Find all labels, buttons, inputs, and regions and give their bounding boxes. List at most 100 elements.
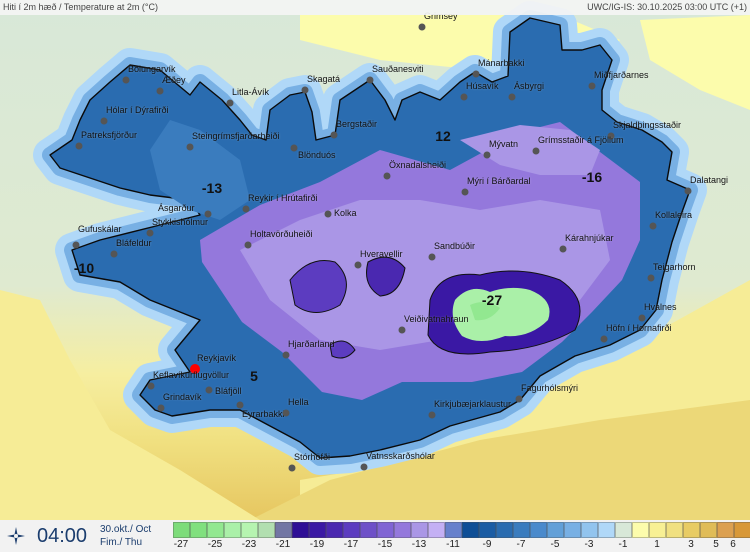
station-label: Kolka: [334, 208, 357, 218]
legend-swatch: [309, 522, 326, 538]
station-label: Fagurhólsmýri: [521, 383, 579, 393]
station-marker[interactable]: [330, 131, 338, 139]
legend-swatch: [598, 522, 615, 538]
station-marker[interactable]: [638, 314, 646, 322]
legend-label: 1: [654, 539, 660, 550]
temperature-value-label: -13: [201, 180, 223, 196]
temperature-map[interactable]: [0, 0, 750, 520]
station-marker[interactable]: [383, 172, 391, 180]
station-label: Holtavörðuheiði: [250, 229, 313, 239]
legend-swatch: [190, 522, 207, 538]
station-label: Kirkjubæjarklaustur: [434, 399, 512, 409]
station-marker[interactable]: [147, 382, 155, 390]
legend-swatch: [615, 522, 632, 538]
station-label: Grindavík: [163, 392, 202, 402]
station-marker[interactable]: [122, 76, 130, 84]
station-marker[interactable]: [100, 117, 108, 125]
station-marker[interactable]: [398, 326, 406, 334]
station-marker[interactable]: [460, 93, 468, 101]
station-marker[interactable]: [190, 364, 200, 374]
station-marker[interactable]: [649, 222, 657, 230]
station-marker[interactable]: [684, 187, 692, 195]
temperature-value-label: -27: [481, 292, 503, 308]
temperature-value-label: -10: [73, 260, 95, 276]
legend-swatch: [581, 522, 598, 538]
legend-swatch: [547, 522, 564, 538]
station-label: Hólar í Dýrafirði: [106, 105, 169, 115]
station-marker[interactable]: [282, 351, 290, 359]
station-marker[interactable]: [559, 245, 567, 253]
station-marker[interactable]: [428, 411, 436, 419]
station-marker[interactable]: [236, 401, 244, 409]
legend-swatch: [683, 522, 700, 538]
legend-label: 6: [730, 539, 736, 550]
legend-swatch: [717, 522, 734, 538]
legend-swatch: [649, 522, 666, 538]
station-marker[interactable]: [290, 144, 298, 152]
legend-swatch: [564, 522, 581, 538]
footer-bar: 04:00 30.okt./ Oct Fim./ Thu -27 -25 -23 -2…: [0, 520, 750, 552]
station-marker[interactable]: [226, 99, 234, 107]
station-marker[interactable]: [607, 132, 615, 140]
station-marker[interactable]: [146, 229, 154, 237]
station-marker[interactable]: [418, 23, 426, 31]
legend-label: -13: [411, 539, 427, 550]
station-marker[interactable]: [156, 87, 164, 95]
legend-label: -3: [584, 539, 594, 550]
forecast-date: 30.okt./ Oct Fim./ Thu: [100, 523, 151, 549]
station-label: Sauðanesviti: [372, 64, 424, 74]
station-label: Blönduós: [298, 150, 336, 160]
station-marker[interactable]: [324, 210, 332, 218]
station-marker[interactable]: [366, 76, 374, 84]
station-marker[interactable]: [588, 82, 596, 90]
station-marker[interactable]: [532, 147, 540, 155]
legend-swatch: [326, 522, 343, 538]
station-marker[interactable]: [72, 241, 80, 249]
station-marker[interactable]: [204, 210, 212, 218]
station-marker[interactable]: [508, 93, 516, 101]
station-label: Bláfjöll: [215, 386, 242, 396]
station-label: Hjarðarland: [288, 339, 335, 349]
station-label: Höfn í Hornafirði: [606, 323, 672, 333]
station-marker[interactable]: [483, 151, 491, 159]
legend-label: -25: [207, 539, 223, 550]
header-bar: Hiti í 2m hæð / Temperature at 2m (°C) U…: [0, 0, 750, 15]
station-marker[interactable]: [186, 143, 194, 151]
station-marker[interactable]: [600, 335, 608, 343]
station-marker[interactable]: [282, 409, 290, 417]
station-marker[interactable]: [360, 463, 368, 471]
station-marker[interactable]: [75, 142, 83, 150]
station-label: Litla-Ávík: [232, 87, 270, 97]
station-marker[interactable]: [157, 404, 165, 412]
station-marker[interactable]: [242, 205, 250, 213]
station-label: Gufuskálar: [78, 224, 122, 234]
legend-swatch: [241, 522, 258, 538]
station-label: Bolungarvík: [128, 64, 176, 74]
station-label: Teigarhorn: [653, 262, 696, 272]
date-line-1: 30.okt./ Oct: [100, 524, 152, 535]
map-title: Hiti í 2m hæð / Temperature at 2m (°C): [3, 2, 158, 12]
station-label: Kollaleira: [655, 210, 693, 220]
station-marker[interactable]: [288, 464, 296, 472]
station-marker[interactable]: [647, 274, 655, 282]
legend-label: -23: [241, 539, 257, 550]
legend-swatch: [258, 522, 275, 538]
station-marker[interactable]: [110, 250, 118, 258]
station-marker[interactable]: [461, 188, 469, 196]
station-marker[interactable]: [428, 253, 436, 261]
station-marker[interactable]: [301, 86, 309, 94]
date-line-2: Fim./ Thu: [100, 537, 143, 548]
station-label: Mývatn: [489, 139, 519, 149]
station-label: Ásbyrgi: [514, 81, 545, 91]
legend-label: 3: [688, 539, 694, 550]
station-marker[interactable]: [354, 261, 362, 269]
warm-sea-south-deep: [250, 400, 750, 520]
legend-label: -7: [516, 539, 526, 550]
station-marker[interactable]: [244, 241, 252, 249]
station-label: Skagatá: [307, 74, 341, 84]
station-label: Bergstaðir: [336, 119, 378, 129]
station-marker[interactable]: [205, 386, 213, 394]
station-label: Skjaldþingsstaðir: [613, 120, 682, 130]
station-marker[interactable]: [515, 395, 523, 403]
station-marker[interactable]: [472, 70, 480, 78]
